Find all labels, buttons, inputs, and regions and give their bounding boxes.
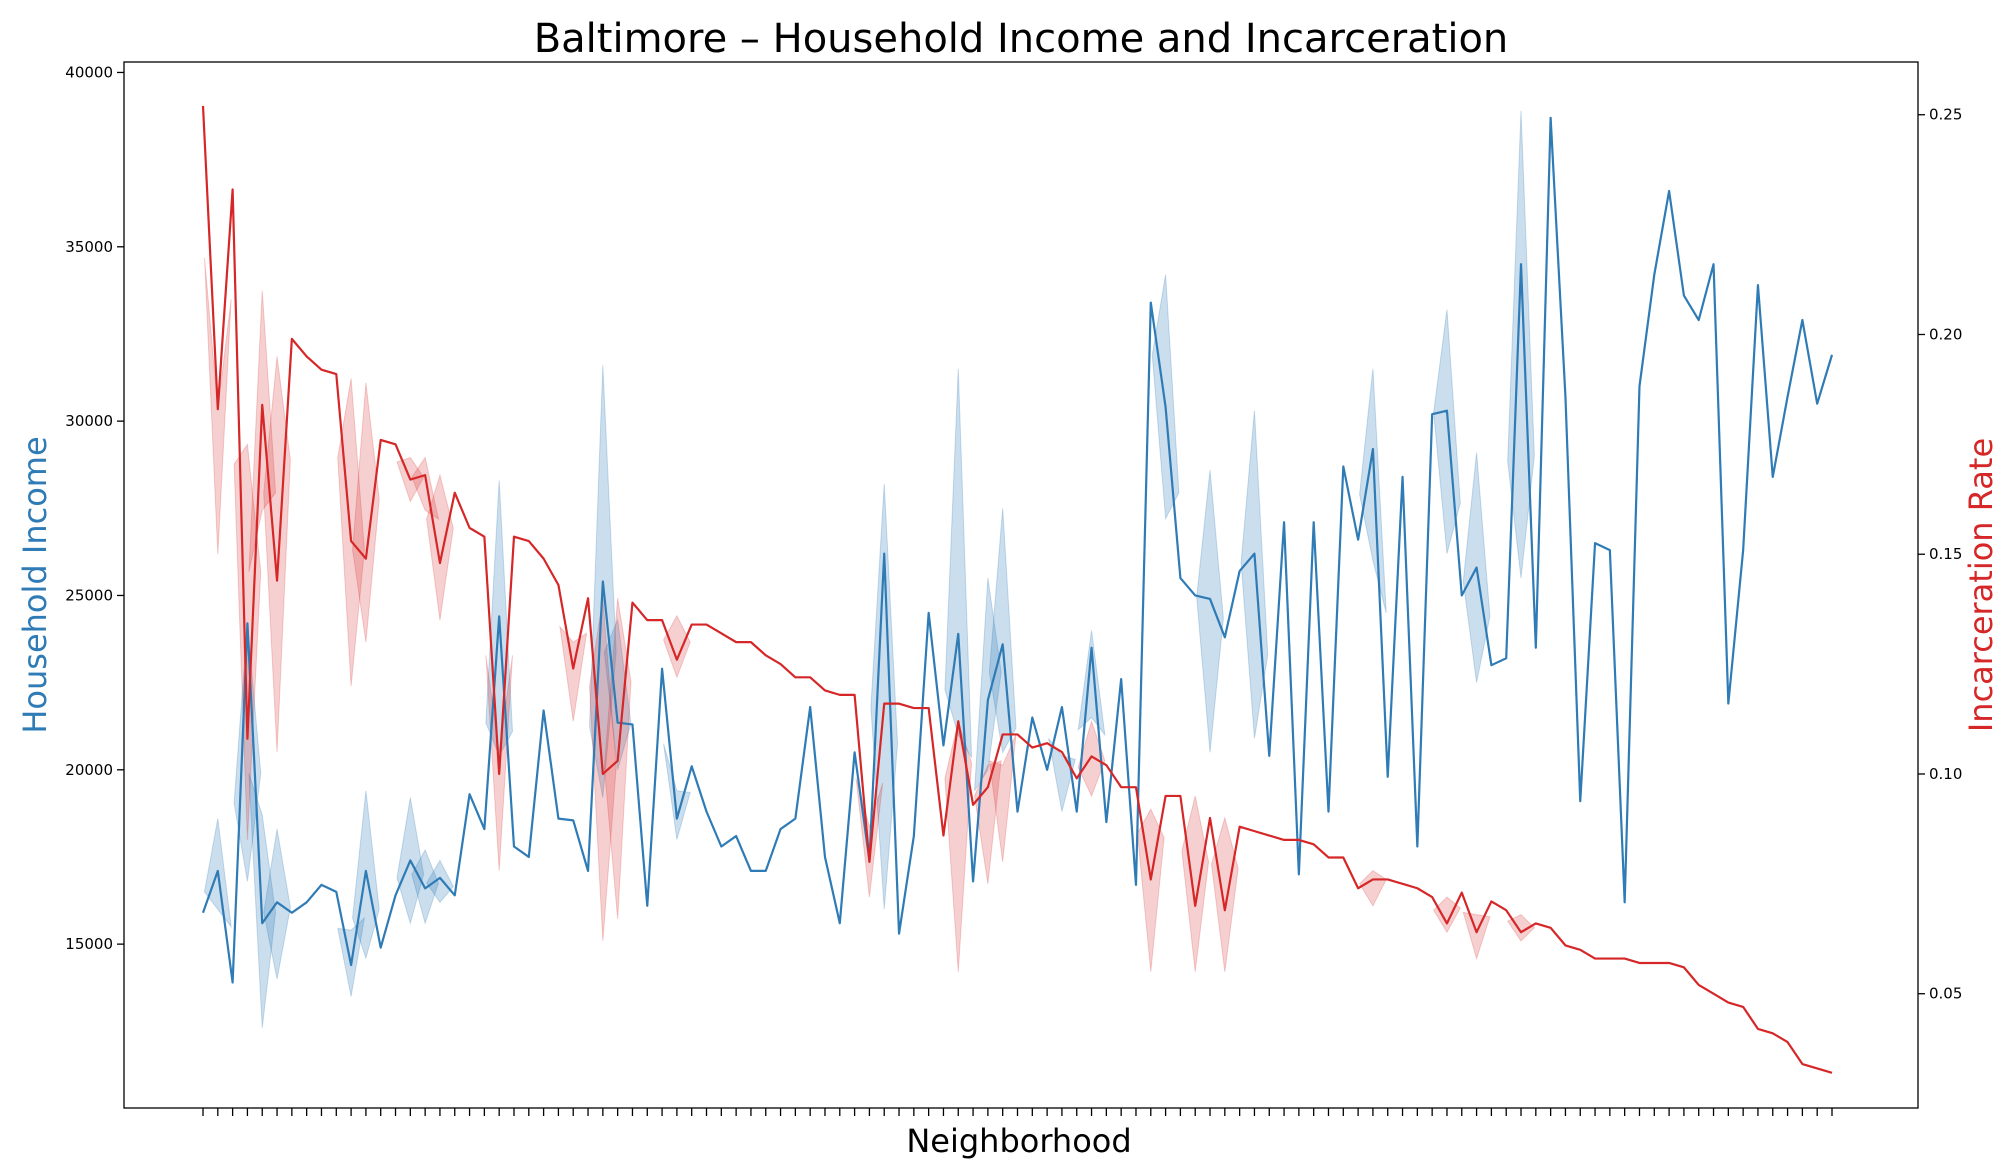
incarceration-confidence-band [1433, 896, 1461, 934]
incarceration-confidence-band [352, 382, 380, 643]
chart-title: Baltimore – Household Income and Incarce… [534, 16, 1509, 62]
incarceration-confidence-band [663, 614, 691, 679]
right-tick-label: 0.15 [1929, 545, 1962, 563]
incarceration-confidence-band [1358, 870, 1387, 907]
incarceration-confidence-band [1181, 795, 1210, 972]
income-confidence-band [1196, 469, 1224, 753]
income-confidence-band [426, 859, 454, 904]
income-confidence-band [663, 743, 691, 840]
confidence-bands [203, 110, 1536, 1028]
left-tick-label: 30000 [65, 412, 113, 430]
series-lines [201, 105, 1834, 1074]
incarceration-confidence-band [248, 290, 277, 572]
left-axis-ticks: 15000 20000 25000 30000 35000 40000 [65, 63, 124, 953]
incarceration-confidence-band [944, 719, 973, 972]
income-confidence-band [233, 623, 262, 882]
income-confidence-band [1077, 630, 1106, 737]
right-tick-label: 0.20 [1929, 325, 1962, 343]
right-axis-ticks: 0.05 0.10 0.15 0.20 0.25 [1918, 106, 1962, 1003]
income-confidence-band [1151, 274, 1180, 521]
left-tick-label: 20000 [65, 761, 113, 779]
right-tick-label: 0.05 [1929, 985, 1962, 1003]
left-tick-label: 35000 [65, 238, 113, 256]
household-income-line [201, 116, 1834, 984]
right-tick-label: 0.25 [1929, 106, 1962, 124]
incarceration-confidence-band [1210, 816, 1239, 972]
incarceration-confidence-band [1136, 808, 1165, 972]
x-axis-ticks [202, 1108, 1833, 1116]
left-tick-label: 25000 [65, 586, 113, 604]
income-confidence-band [944, 368, 973, 758]
right-axis-label: Incarceration Rate [1962, 438, 2000, 732]
incarceration-confidence-band [1462, 911, 1491, 961]
right-tick-label: 0.10 [1929, 765, 1962, 783]
incarceration-confidence-band [203, 257, 232, 555]
incarceration-confidence-band [426, 473, 454, 621]
income-confidence-band [988, 508, 1017, 754]
incarceration-confidence-band [1077, 719, 1106, 798]
plot-frame [123, 61, 1919, 1109]
left-tick-label: 40000 [65, 63, 113, 81]
income-confidence-band [1359, 368, 1387, 614]
left-tick-label: 15000 [65, 935, 113, 953]
left-axis-label: Household Income [16, 436, 54, 733]
incarceration-confidence-band [411, 456, 440, 521]
incarceration-confidence-band [559, 625, 588, 722]
x-axis-label: Neighborhood [906, 1122, 1131, 1160]
income-confidence-band [974, 577, 1002, 791]
income-confidence-band [870, 483, 899, 910]
income-confidence-band [248, 773, 277, 1028]
incarceration-rate-line [201, 105, 1833, 1074]
